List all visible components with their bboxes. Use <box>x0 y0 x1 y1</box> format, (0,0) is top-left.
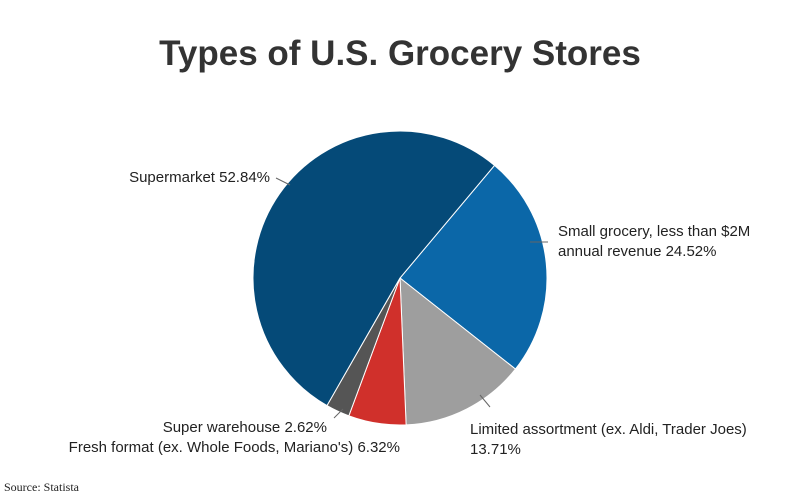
category-label: Super warehouse <box>162 419 281 436</box>
slice-label: Fresh format (ex. Whole Foods, Mariano's… <box>20 438 400 458</box>
chart-title: Types of U.S. Grocery Stores <box>159 34 641 73</box>
pie-slice <box>399 276 517 426</box>
value-label: 2.62% <box>284 419 327 436</box>
leader-line <box>479 394 491 408</box>
slice-label: Super warehouse 2.62% <box>20 418 327 438</box>
category-label: Limited assortment (ex. Aldi, Trader Joe… <box>470 421 747 438</box>
value-label: 13.71% <box>470 441 521 458</box>
value-label: 52.84% <box>219 169 270 186</box>
slice-label: Limited assortment (ex. Aldi, Trader Joe… <box>470 420 790 460</box>
leader-line <box>333 408 344 419</box>
pie-slice <box>252 130 496 407</box>
pie-slice <box>399 164 548 370</box>
slice-label: Supermarket 52.84% <box>20 168 270 188</box>
category-label: Small grocery, less than $2M annual reve… <box>558 223 751 260</box>
slice-label: Small grocery, less than $2M annual reve… <box>558 222 778 262</box>
leader-line <box>275 177 291 186</box>
category-label: Supermarket <box>129 169 215 186</box>
value-label: 6.32% <box>357 439 400 456</box>
value-label: 24.52% <box>665 243 717 260</box>
category-label: Fresh format (ex. Whole Foods, Mariano's… <box>68 439 354 456</box>
source: Source: Statista <box>4 480 79 494</box>
